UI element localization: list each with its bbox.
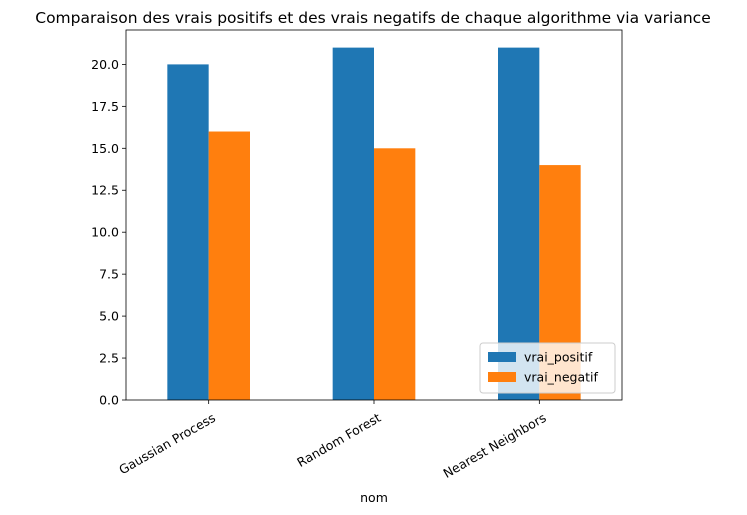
- legend-swatch-vrai-negatif: [488, 372, 516, 382]
- legend-label-vrai-positif: vrai_positif: [524, 350, 593, 365]
- bar-vrai-negatif-random-forest: [374, 148, 416, 400]
- y-tick-label: 10.0: [91, 225, 119, 240]
- bars-layer: [167, 47, 581, 400]
- bar-vrai-negatif-gaussian-process: [208, 131, 250, 400]
- x-axis: Gaussian Process Random Forest Nearest Nei…: [116, 400, 549, 481]
- y-tick-label: 15.0: [91, 141, 119, 156]
- y-tick-label: 20.0: [91, 57, 119, 72]
- bar-vrai-positif-gaussian-process: [167, 64, 209, 400]
- bar-vrai-positif-random-forest: [332, 47, 374, 400]
- bar-vrai-positif-nearest-neighbors: [498, 47, 540, 400]
- y-axis: 0.0 2.5 5.0 7.5 10.0 12.5 15.0 17.5 20.0: [91, 57, 126, 408]
- legend: vrai_positif vrai_negatif: [479, 342, 616, 394]
- y-tick-label: 5.0: [99, 309, 119, 324]
- y-tick-label: 0.0: [99, 393, 119, 408]
- legend-label-vrai-negatif: vrai_negatif: [524, 370, 599, 385]
- y-tick-label: 12.5: [91, 183, 119, 198]
- x-axis-label: nom: [360, 490, 388, 505]
- legend-swatch-vrai-positif: [488, 352, 516, 362]
- y-tick-label: 7.5: [99, 267, 119, 282]
- y-tick-label: 2.5: [99, 351, 119, 366]
- y-tick-label: 17.5: [91, 99, 119, 114]
- x-tick-label: Random Forest: [294, 410, 383, 470]
- chart-title: Comparaison des vrais positifs et des vr…: [35, 9, 711, 27]
- x-tick-label: Nearest Neighbors: [440, 410, 548, 481]
- x-tick-label: Gaussian Process: [116, 410, 218, 477]
